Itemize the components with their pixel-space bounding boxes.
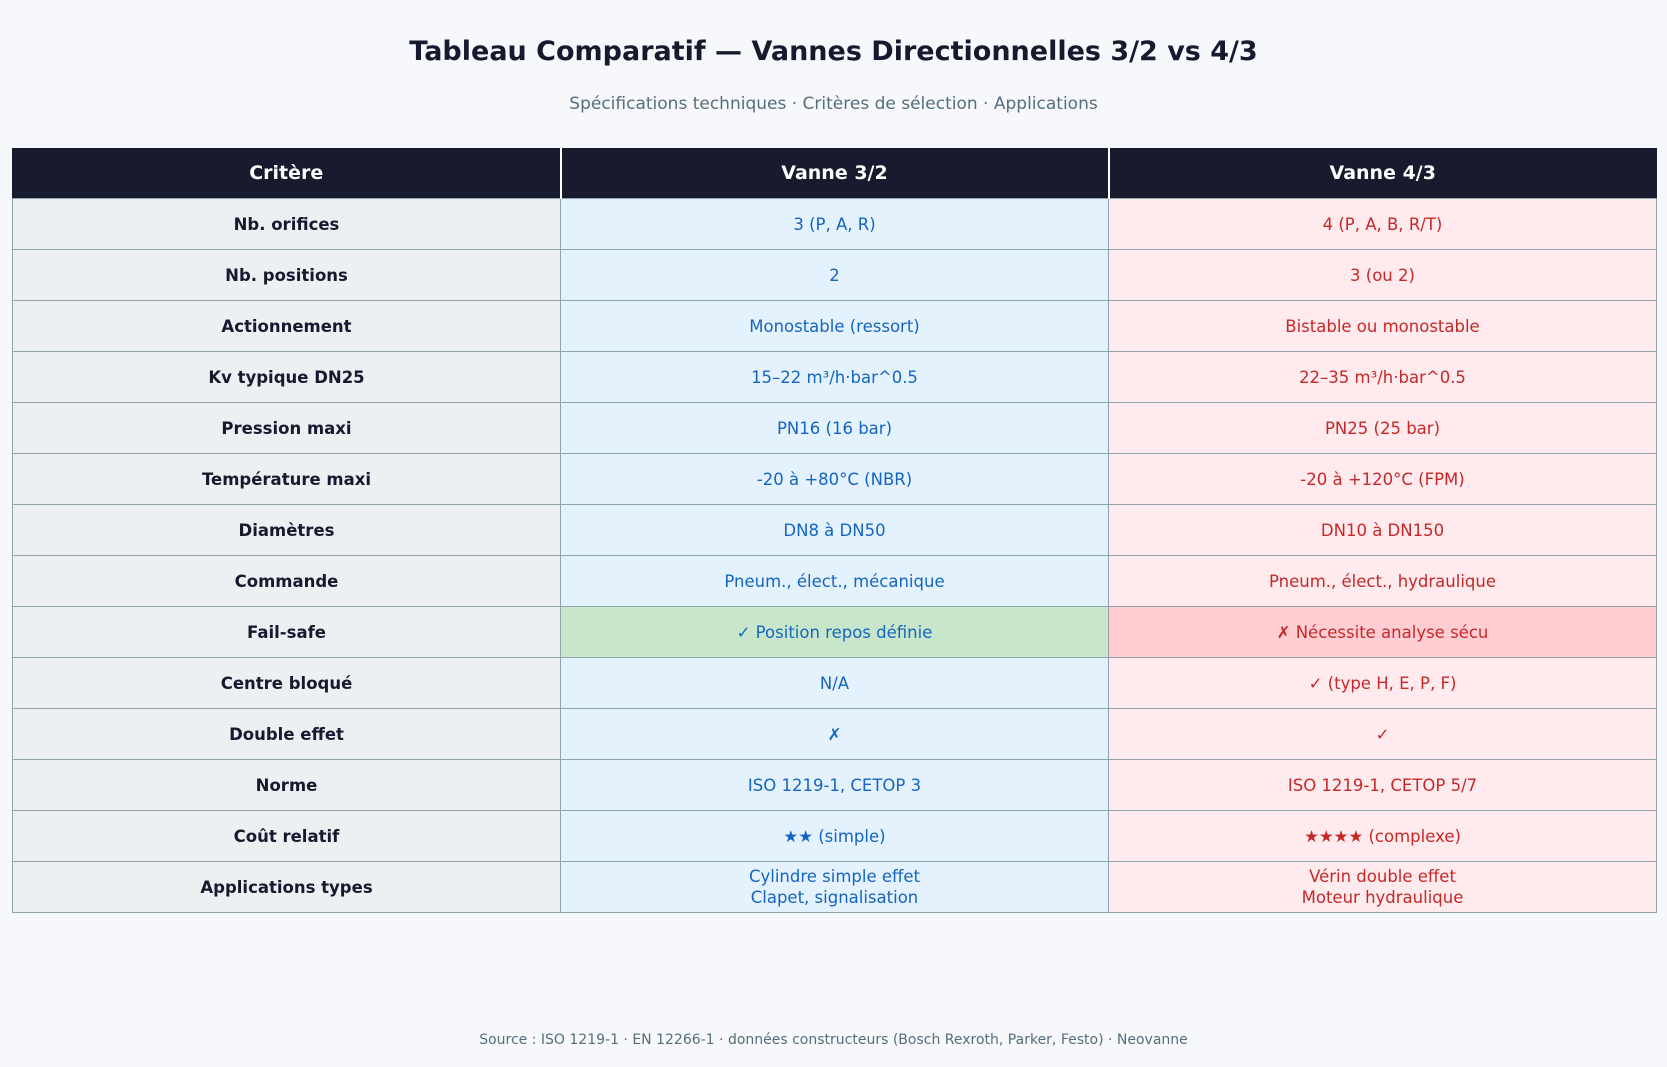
vanne-3-2-cell: PN16 (16 bar) <box>560 402 1109 454</box>
vanne-4-3-cell: Vérin double effet Moteur hydraulique <box>1108 861 1657 913</box>
vanne-3-2-cell-line: Cylindre simple effet <box>748 867 921 886</box>
source-note: Source : ISO 1219-1 · EN 12266-1 · donné… <box>479 1032 1188 1048</box>
criterion-cell: Nb. positions <box>12 249 561 301</box>
vanne-3-2-cell: N/A <box>560 657 1109 709</box>
vanne-3-2-cell: 2 <box>560 249 1109 301</box>
table-row: Température maxi -20 à +80°C (NBR) -20 à +… <box>12 453 1657 505</box>
table-row: Applications types Cylindre simple effet C… <box>12 861 1657 913</box>
vanne-4-3-cell-line: Moteur hydraulique <box>1301 888 1464 907</box>
vanne-4-3-cell: 4 (P, A, B, R/T) <box>1108 198 1657 250</box>
criterion-cell: Commande <box>12 555 561 607</box>
vanne-3-2-cell: -20 à +80°C (NBR) <box>560 453 1109 505</box>
criterion-cell: Actionnement <box>12 300 561 352</box>
page-subtitle: Spécifications techniques · Critères de … <box>569 94 1098 114</box>
vanne-3-2-cell: DN8 à DN50 <box>560 504 1109 556</box>
table-row: Nb. orifices 3 (P, A, R) 4 (P, A, B, R/T) <box>12 198 1657 250</box>
table-body: Nb. orifices 3 (P, A, R) 4 (P, A, B, R/T) N… <box>12 198 1657 913</box>
vanne-4-3-cell: PN25 (25 bar) <box>1108 402 1657 454</box>
criterion-cell: Nb. orifices <box>12 198 561 250</box>
table-row: Nb. positions 2 3 (ou 2) <box>12 249 1657 301</box>
column-header-vanne-3-2: Vanne 3/2 <box>559 148 1109 199</box>
criterion-cell: Norme <box>12 759 561 811</box>
vanne-3-2-cell: 3 (P, A, R) <box>560 198 1109 250</box>
column-header-criterion: Critère <box>12 148 561 199</box>
criterion-cell: Centre bloqué <box>12 657 561 709</box>
criterion-cell: Température maxi <box>12 453 561 505</box>
table-row: Centre bloqué N/A ✓ (type H, E, P, F) <box>12 657 1657 709</box>
vanne-3-2-cell: Monostable (ressort) <box>560 300 1109 352</box>
criterion-cell: Diamètres <box>12 504 561 556</box>
vanne-3-2-cell-line: Clapet, signalisation <box>750 888 919 907</box>
table-row: Double effet ✗ ✓ <box>12 708 1657 760</box>
criterion-cell: Applications types <box>12 861 561 913</box>
comparison-table: Critère Vanne 3/2 Vanne 4/3 Nb. orifices… <box>12 148 1657 913</box>
vanne-3-2-cell: ★★ (simple) <box>560 810 1109 862</box>
vanne-4-3-cell: ★★★★ (complexe) <box>1108 810 1657 862</box>
criterion-cell: Double effet <box>12 708 561 760</box>
table-row: Actionnement Monostable (ressort) Bistable… <box>12 300 1657 352</box>
table-row: Fail-safe ✓ Position repos définie ✗ Néces… <box>12 606 1657 658</box>
vanne-4-3-cell: Bistable ou monostable <box>1108 300 1657 352</box>
vanne-4-3-cell: 22–35 m³/h·bar^0.5 <box>1108 351 1657 403</box>
vanne-3-2-cell: 15–22 m³/h·bar^0.5 <box>560 351 1109 403</box>
table-row: Coût relatif ★★ (simple) ★★★★ (complexe) <box>12 810 1657 862</box>
criterion-cell: Coût relatif <box>12 810 561 862</box>
vanne-3-2-cell: Cylindre simple effet Clapet, signalisati… <box>560 861 1109 913</box>
table-row: Kv typique DN25 15–22 m³/h·bar^0.5 22–35 m… <box>12 351 1657 403</box>
column-header-vanne-4-3: Vanne 4/3 <box>1107 148 1657 199</box>
vanne-4-3-cell: ISO 1219-1, CETOP 5/7 <box>1108 759 1657 811</box>
page-title: Tableau Comparatif — Vannes Directionnel… <box>409 36 1258 67</box>
vanne-4-3-cell: DN10 à DN150 <box>1108 504 1657 556</box>
vanne-4-3-cell-line: Vérin double effet <box>1309 867 1456 886</box>
vanne-3-2-cell: ✗ <box>560 708 1109 760</box>
vanne-4-3-cell: -20 à +120°C (FPM) <box>1108 453 1657 505</box>
vanne-3-2-cell: ISO 1219-1, CETOP 3 <box>560 759 1109 811</box>
table-header-row: Critère Vanne 3/2 Vanne 4/3 <box>12 148 1657 199</box>
criterion-cell: Pression maxi <box>12 402 561 454</box>
vanne-4-3-cell: ✓ <box>1108 708 1657 760</box>
table-row: Pression maxi PN16 (16 bar) PN25 (25 bar) <box>12 402 1657 454</box>
vanne-4-3-cell: 3 (ou 2) <box>1108 249 1657 301</box>
vanne-3-2-cell: ✓ Position repos définie <box>560 606 1109 658</box>
criterion-cell: Fail-safe <box>12 606 561 658</box>
table-row: Diamètres DN8 à DN50 DN10 à DN150 <box>12 504 1657 556</box>
criterion-cell: Kv typique DN25 <box>12 351 561 403</box>
vanne-4-3-cell: Pneum., élect., hydraulique <box>1108 555 1657 607</box>
vanne-4-3-cell: ✗ Nécessite analyse sécu <box>1108 606 1657 658</box>
vanne-3-2-cell: Pneum., élect., mécanique <box>560 555 1109 607</box>
table-row: Norme ISO 1219-1, CETOP 3 ISO 1219-1, CETO… <box>12 759 1657 811</box>
vanne-4-3-cell: ✓ (type H, E, P, F) <box>1108 657 1657 709</box>
table-row: Commande Pneum., élect., mécanique Pneum.,… <box>12 555 1657 607</box>
